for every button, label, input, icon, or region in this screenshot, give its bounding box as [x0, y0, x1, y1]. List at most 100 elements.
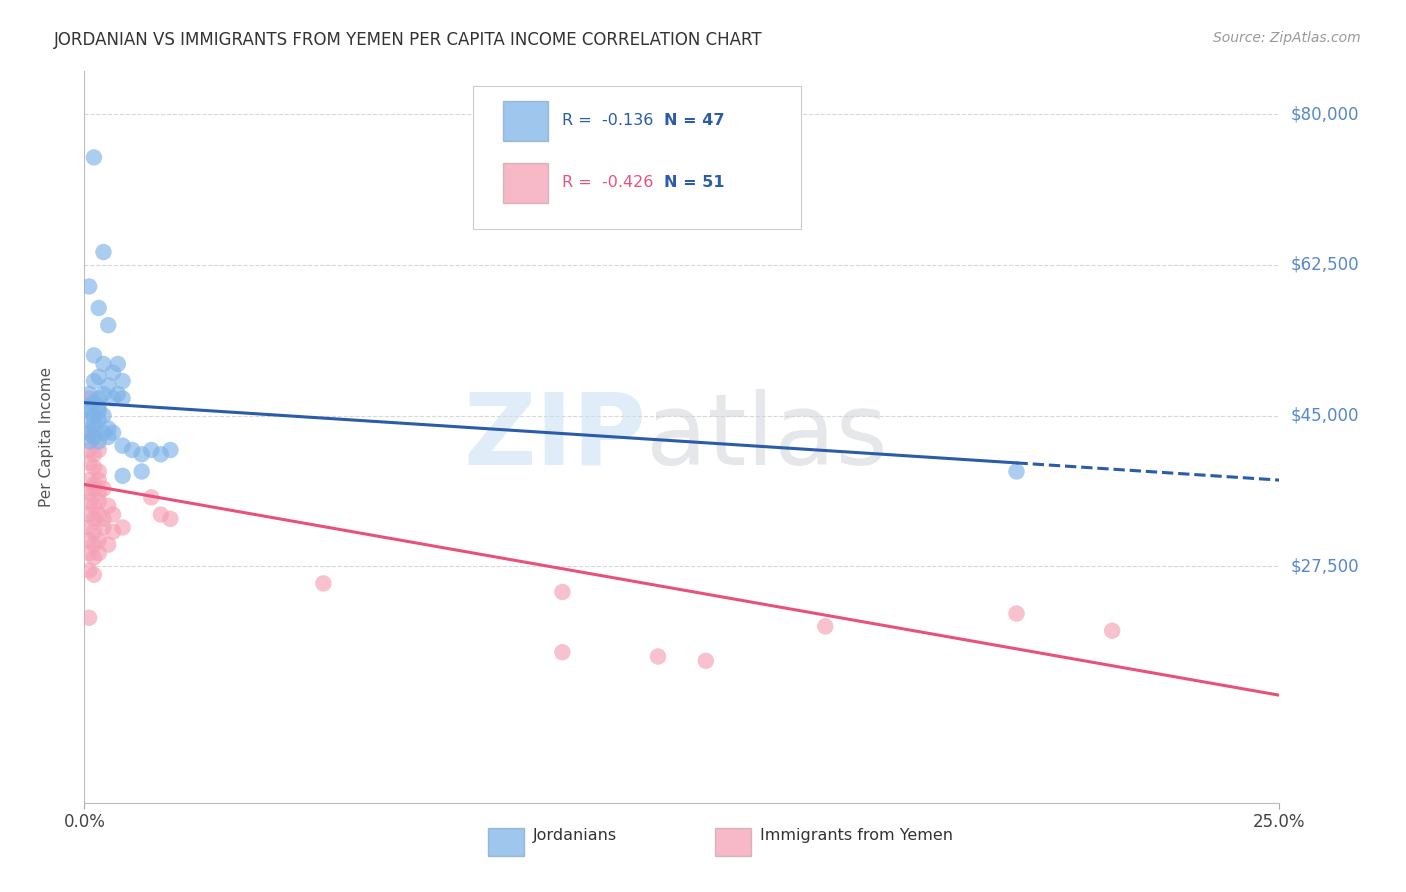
Point: [814, 619, 837, 633]
Point: [647, 649, 669, 664]
Point: [87, 465, 110, 479]
Point: [1005, 465, 1028, 479]
Point: [1101, 624, 1123, 638]
Point: [77, 611, 100, 625]
Point: [77, 494, 100, 508]
Point: [77, 425, 100, 440]
Text: JORDANIAN VS IMMIGRANTS FROM YEMEN PER CAPITA INCOME CORRELATION CHART: JORDANIAN VS IMMIGRANTS FROM YEMEN PER C…: [53, 31, 762, 49]
Text: $45,000: $45,000: [1291, 407, 1360, 425]
Point: [93, 357, 115, 371]
Text: Jordanians: Jordanians: [533, 828, 617, 843]
Point: [1005, 607, 1028, 621]
Point: [97, 318, 120, 333]
Point: [83, 447, 105, 461]
Point: [77, 456, 100, 470]
Point: [101, 508, 124, 522]
Point: [77, 434, 100, 449]
Point: [97, 430, 120, 444]
Point: [83, 567, 105, 582]
Point: [149, 447, 172, 461]
Text: Per Capita Income: Per Capita Income: [38, 367, 53, 508]
Point: [93, 387, 115, 401]
Point: [87, 494, 110, 508]
Point: [87, 473, 110, 487]
Text: $80,000: $80,000: [1291, 105, 1360, 123]
Point: [111, 374, 134, 388]
Point: [93, 425, 115, 440]
Point: [87, 369, 110, 384]
Point: [83, 482, 105, 496]
Point: [93, 512, 115, 526]
Point: [77, 392, 100, 406]
Point: [77, 473, 100, 487]
Point: [83, 538, 105, 552]
Point: [77, 508, 100, 522]
Point: [77, 404, 100, 418]
Point: [83, 409, 105, 423]
Point: [77, 533, 100, 548]
Point: [97, 378, 120, 392]
Text: ZIP: ZIP: [463, 389, 647, 485]
Point: [87, 301, 110, 315]
Point: [77, 413, 100, 427]
Point: [93, 520, 115, 534]
Point: [111, 468, 134, 483]
Point: [83, 550, 105, 565]
Text: Immigrants from Yemen: Immigrants from Yemen: [759, 828, 953, 843]
Point: [551, 645, 574, 659]
Point: [77, 564, 100, 578]
Point: [83, 430, 105, 444]
Point: [87, 442, 110, 457]
Point: [97, 421, 120, 435]
Point: [83, 395, 105, 409]
Point: [551, 585, 574, 599]
Point: [83, 421, 105, 435]
FancyBboxPatch shape: [503, 101, 548, 141]
Point: [83, 374, 105, 388]
Point: [159, 442, 181, 457]
Point: [83, 150, 105, 164]
Point: [77, 387, 100, 401]
Point: [77, 442, 100, 457]
Point: [87, 546, 110, 560]
Point: [83, 499, 105, 513]
Point: [101, 366, 124, 380]
Point: [159, 512, 181, 526]
Point: [111, 392, 134, 406]
Point: [101, 392, 124, 406]
Point: [141, 491, 163, 505]
FancyBboxPatch shape: [716, 829, 751, 856]
Point: [87, 508, 110, 522]
Point: [93, 245, 115, 260]
Point: [83, 430, 105, 444]
Point: [77, 425, 100, 440]
Point: [312, 576, 335, 591]
Point: [101, 425, 124, 440]
Point: [87, 392, 110, 406]
Point: [83, 524, 105, 539]
Point: [83, 477, 105, 491]
Point: [77, 546, 100, 560]
Point: [97, 499, 120, 513]
Point: [107, 387, 129, 401]
Point: [101, 524, 124, 539]
Point: [87, 404, 110, 418]
Point: [131, 465, 153, 479]
Text: $62,500: $62,500: [1291, 256, 1360, 274]
Point: [77, 279, 100, 293]
Point: [83, 417, 105, 432]
Text: Source: ZipAtlas.com: Source: ZipAtlas.com: [1213, 31, 1361, 45]
FancyBboxPatch shape: [472, 86, 801, 228]
Point: [77, 486, 100, 500]
Text: N = 47: N = 47: [664, 113, 724, 128]
Text: R =  -0.426: R = -0.426: [562, 176, 654, 190]
Point: [695, 654, 717, 668]
Point: [111, 520, 134, 534]
Point: [77, 520, 100, 534]
Point: [83, 348, 105, 362]
Point: [111, 439, 134, 453]
Point: [93, 482, 115, 496]
Point: [149, 508, 172, 522]
Point: [93, 409, 115, 423]
Point: [97, 538, 120, 552]
